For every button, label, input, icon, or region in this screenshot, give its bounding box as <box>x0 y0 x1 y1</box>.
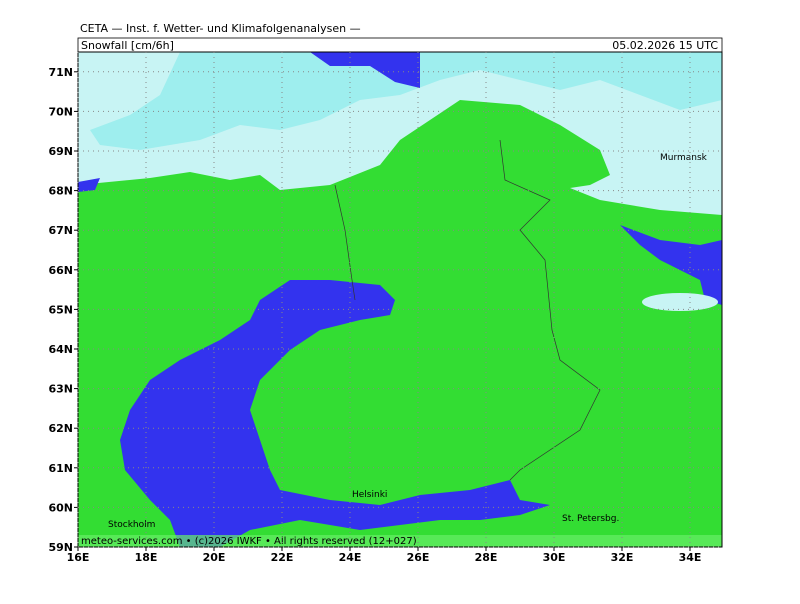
lat-tick-label: 69N <box>48 145 73 158</box>
valid-time: 05.02.2026 15 UTC <box>612 39 718 52</box>
lat-tick-label: 64N <box>48 343 73 356</box>
lat-tick-label: 62N <box>48 422 73 435</box>
border <box>334 184 356 301</box>
lon-tick-label: 24E <box>339 551 362 564</box>
footer: meteo-services.com • (c)2026 IWKF • All … <box>81 536 417 547</box>
snow-area-heavy <box>90 52 722 150</box>
sea <box>620 225 722 305</box>
lon-tick-label: 32E <box>611 551 634 564</box>
lat-tick-label: 63N <box>48 383 73 396</box>
city-label: St. Petersbg. <box>562 514 619 524</box>
sea <box>120 280 550 547</box>
lon-tick-label: 18E <box>135 551 158 564</box>
lat-tick-label: 70N <box>48 105 73 118</box>
lon-tick-label: 16E <box>67 551 90 564</box>
lon-tick-label: 28E <box>475 551 498 564</box>
lat-tick-label: 67N <box>48 224 73 237</box>
city-label: Helsinki <box>352 490 387 500</box>
snow-area <box>642 293 718 311</box>
lat-tick-label: 65N <box>48 303 73 316</box>
lat-tick-label: 66N <box>48 264 73 277</box>
lat-tick-label: 59N <box>48 541 73 554</box>
lon-tick-label: 26E <box>407 551 430 564</box>
city-label: Murmansk <box>660 153 708 163</box>
border <box>499 139 601 481</box>
sea <box>310 52 420 88</box>
lon-tick-label: 30E <box>543 551 566 564</box>
lat-tick-label: 71N <box>48 66 73 79</box>
title: Snowfall [cm/6h] <box>81 39 174 52</box>
sea <box>78 178 100 192</box>
map-area <box>77 51 723 548</box>
footer-bar <box>78 535 722 547</box>
lat-tick-label: 61N <box>48 462 73 475</box>
lon-tick-label: 34E <box>679 551 702 564</box>
lon-tick-label: 22E <box>271 551 294 564</box>
frame <box>77 51 723 548</box>
lat-tick-label: 68N <box>48 185 73 198</box>
city-label: Stockholm <box>108 520 155 530</box>
lat-tick-label: 60N <box>48 501 73 514</box>
lon-tick-label: 20E <box>203 551 226 564</box>
header: CETA — Inst. f. Wetter- und Klimafolgena… <box>80 22 361 35</box>
